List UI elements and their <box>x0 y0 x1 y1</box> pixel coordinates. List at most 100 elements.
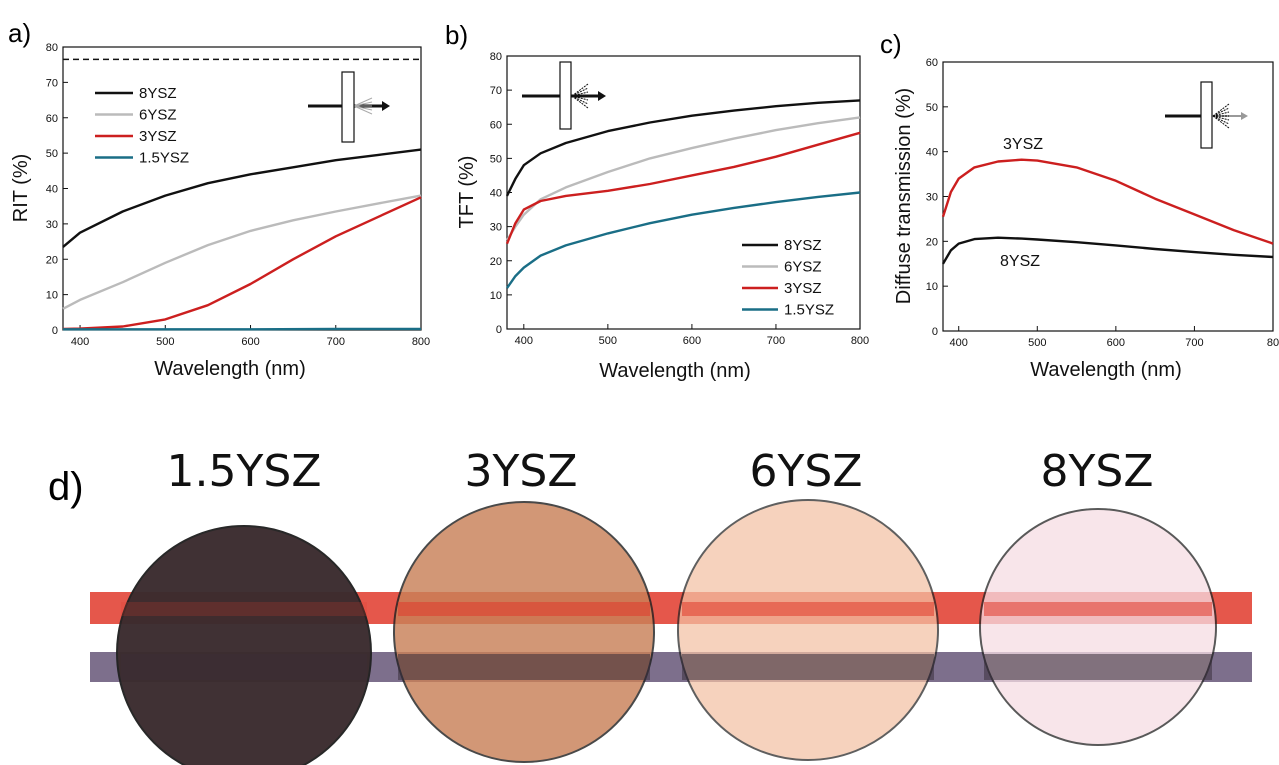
scatter-ray <box>353 97 373 107</box>
y-tick-label: 0 <box>496 324 502 336</box>
arrow-head-icon <box>598 91 606 101</box>
legend-label: 6YSZ <box>784 259 822 276</box>
y-tick-label: 60 <box>926 57 938 69</box>
y-tick-label: 10 <box>46 290 58 302</box>
sample-disc-8YSZ <box>979 508 1217 746</box>
y-tick-label: 60 <box>46 113 58 125</box>
arrow-head-icon <box>382 101 390 111</box>
series-line-8YSZ <box>941 236 1274 265</box>
panel-letter-a: a) <box>8 18 31 48</box>
y-axis-label: RIT (%) <box>10 154 32 223</box>
legend-label: 3YSZ <box>784 280 822 297</box>
y-tick-label: 30 <box>926 192 938 204</box>
sample-label: 1.5YSZ <box>167 446 322 497</box>
panel-letter-b: b) <box>445 20 468 50</box>
band-through-disc <box>682 654 934 680</box>
sample-slab <box>341 71 355 143</box>
scatter-ray <box>1212 115 1230 121</box>
y-tick-label: 50 <box>926 102 938 114</box>
y-tick-label: 40 <box>490 188 502 200</box>
x-tick-label: 800 <box>851 335 869 347</box>
legend-label: 3YSZ <box>139 128 177 145</box>
x-tick-label: 500 <box>599 335 617 347</box>
y-tick-label: 0 <box>52 325 58 337</box>
x-axis-label: Wavelength (nm) <box>1030 359 1182 381</box>
sample-label: 3YSZ <box>465 446 578 497</box>
x-tick-label: 500 <box>1028 337 1046 349</box>
series-inline-label: 8YSZ <box>1000 253 1040 270</box>
x-axis-label: Wavelength (nm) <box>599 360 751 382</box>
x-tick-label: 400 <box>71 336 89 348</box>
legend-label: 8YSZ <box>784 237 822 254</box>
chart-panel-0: 400 500 600 700 800 0 10 20 30 40 50 60 70 80 Waveleng… <box>10 42 430 380</box>
series-line-3YSZ <box>62 196 422 331</box>
band-through-disc <box>984 602 1212 616</box>
scatter-ray <box>571 91 589 97</box>
sample-disc-6YSZ <box>677 499 939 761</box>
scatter-ray <box>571 83 589 97</box>
band-through-disc <box>984 654 1212 680</box>
sample-disc-3YSZ <box>393 501 655 763</box>
charts-canvas: 400 500 600 700 80001020304050607080Waveleng… <box>8 18 1279 382</box>
y-tick-label: 0 <box>932 326 938 338</box>
series-inline-label: 3YSZ <box>1003 136 1043 153</box>
schematic-inset <box>1165 81 1248 149</box>
x-tick-label: 400 <box>515 335 533 347</box>
x-tick-label: 600 <box>683 335 701 347</box>
scatter-ray <box>353 105 373 111</box>
x-tick-label: 700 <box>767 335 785 347</box>
legend-label: 6YSZ <box>139 107 177 124</box>
y-tick-label: 10 <box>926 281 938 293</box>
y-tick-label: 30 <box>490 222 502 234</box>
series-line-8YSZ <box>62 148 422 248</box>
y-tick-label: 30 <box>46 219 58 231</box>
y-axis-label: Diffuse transmission (%) <box>893 88 915 304</box>
scatter-ray <box>1212 115 1230 129</box>
y-tick-label: 50 <box>46 148 58 160</box>
x-tick-label: 700 <box>327 336 345 348</box>
arrow-head-icon <box>1241 112 1248 120</box>
sample-slab <box>1200 81 1213 149</box>
scatter-ray <box>353 105 373 115</box>
band-through-disc <box>398 654 650 680</box>
y-tick-label: 80 <box>490 51 502 63</box>
series-line-1.5YSZ <box>506 191 861 289</box>
sample-label: 6YSZ <box>750 446 863 497</box>
scatter-ray <box>1212 115 1230 125</box>
x-axis-label: Wavelength (nm) <box>154 358 306 380</box>
plot-frame <box>942 61 1274 332</box>
panel-letter-d: d) <box>48 465 84 509</box>
series-line-6YSZ <box>62 194 422 310</box>
y-tick-label: 20 <box>46 254 58 266</box>
sample-photo: d) 1.5YSZ 3YSZ 6YSZ 8YSZ <box>48 446 1252 765</box>
scatter-ray <box>571 95 589 101</box>
scatter-ray <box>1212 103 1230 117</box>
sample-disc-1.5YSZ <box>116 525 372 765</box>
legend-label: 1.5YSZ <box>139 150 189 167</box>
scatter-ray <box>571 95 589 109</box>
band-through-disc <box>121 654 367 680</box>
y-tick-label: 40 <box>926 147 938 159</box>
x-tick-label: 500 <box>156 336 174 348</box>
x-tick-label: 600 <box>241 336 259 348</box>
series-line-6YSZ <box>505 116 861 241</box>
y-tick-label: 20 <box>926 236 938 248</box>
x-tick-label: 600 <box>1107 337 1125 349</box>
schematic-inset <box>308 71 390 143</box>
series-line-8YSZ <box>505 99 861 197</box>
series-line-3YSZ <box>941 158 1274 245</box>
y-tick-label: 70 <box>46 77 58 89</box>
y-tick-label: 20 <box>490 256 502 268</box>
x-tick-label: 80 <box>1267 337 1279 349</box>
y-tick-label: 40 <box>46 184 58 196</box>
x-tick-label: 400 <box>950 337 968 349</box>
legend-label: 1.5YSZ <box>784 302 834 319</box>
y-tick-label: 70 <box>490 85 502 97</box>
sample-label: 8YSZ <box>1041 446 1154 497</box>
legend-label: 8YSZ <box>139 85 177 102</box>
band-through-disc <box>121 602 367 616</box>
sample-slab <box>559 61 572 130</box>
band-through-disc <box>398 602 650 616</box>
chart-panel-1: 400 500 600 700 800 0 10 20 30 40 50 60 70 80 Waveleng… <box>456 51 869 382</box>
scatter-ray <box>353 101 373 107</box>
